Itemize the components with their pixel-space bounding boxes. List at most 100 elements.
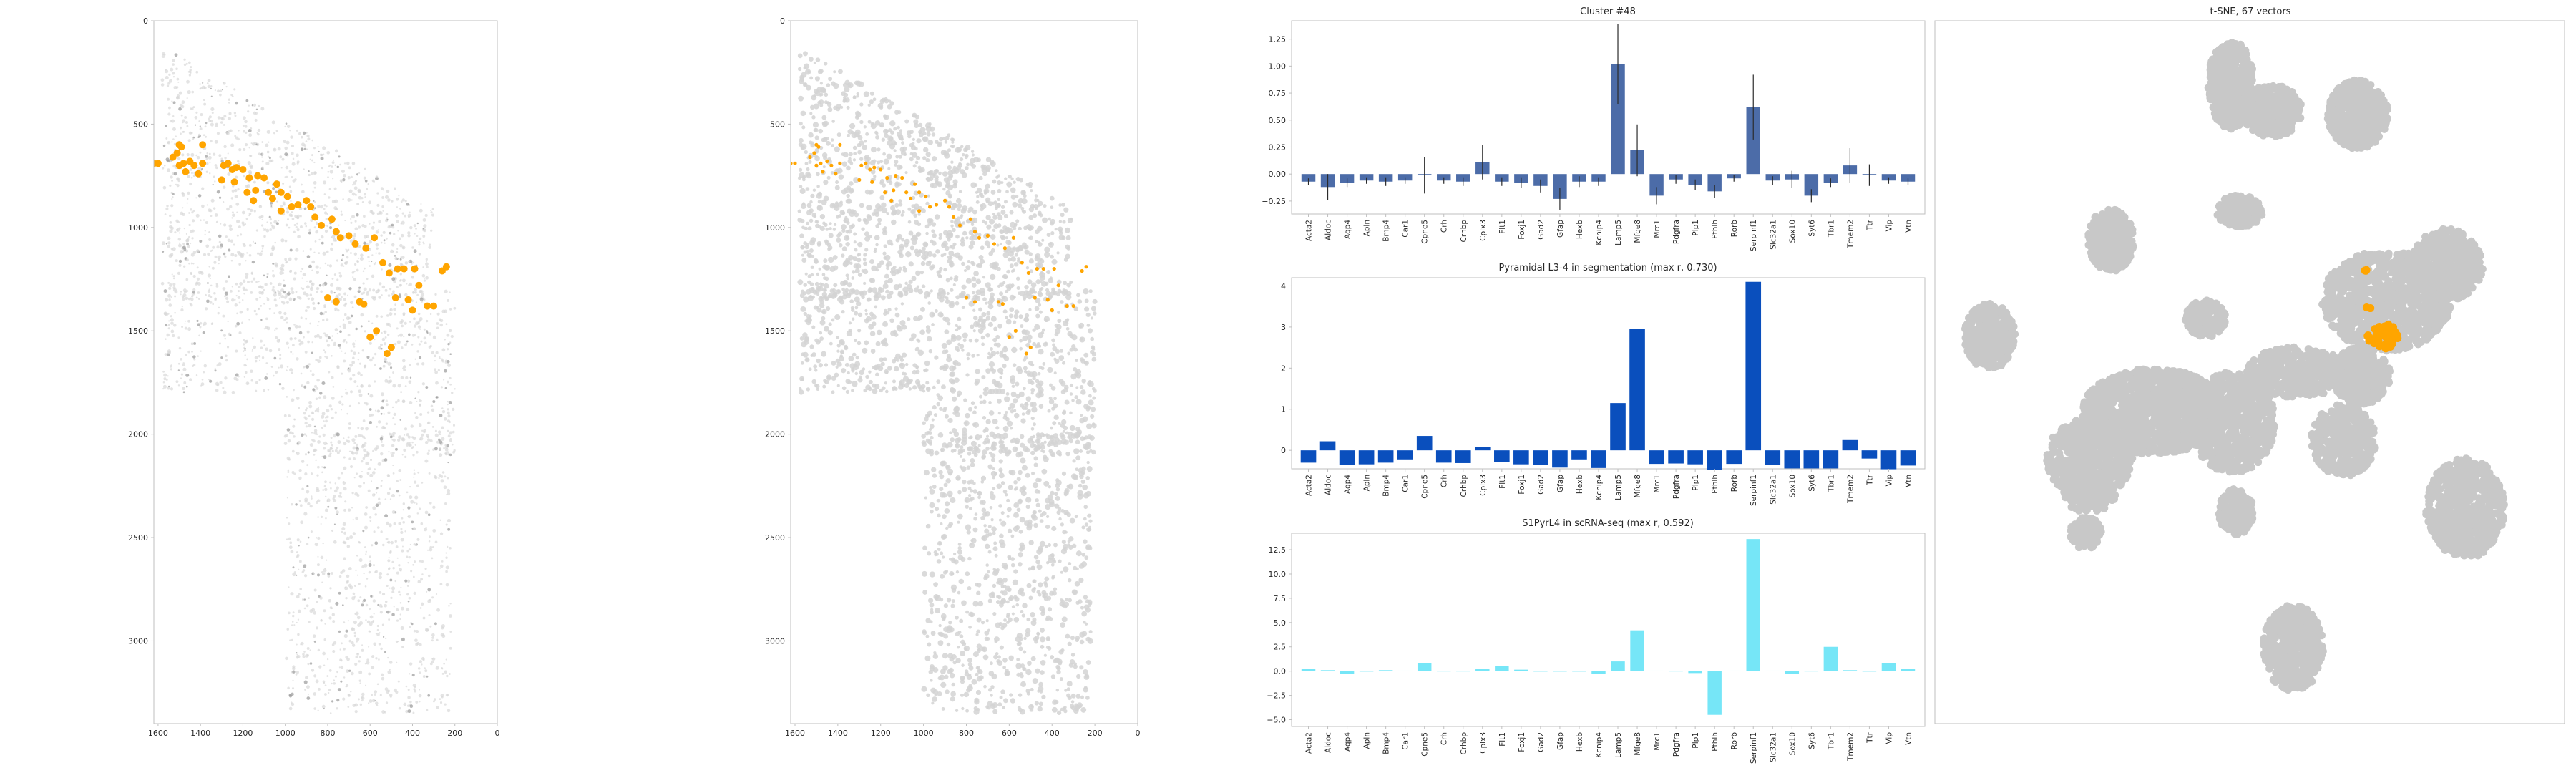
x-tick-label: 200 [1088, 729, 1103, 738]
bar [1456, 671, 1470, 672]
x-tick-label: Aldoc [1324, 220, 1333, 240]
x-tick-label: Crhbp [1460, 732, 1468, 755]
bar [1301, 174, 1316, 182]
y-tick-label: 2500 [128, 533, 148, 543]
x-tick-label: 1600 [148, 729, 168, 738]
bar [1435, 450, 1452, 463]
segmentation-point [793, 161, 797, 165]
segmentation-point [825, 159, 829, 163]
highlight-point [328, 215, 336, 223]
bar [1901, 669, 1916, 671]
x-tick-label: Cpne5 [1421, 220, 1430, 244]
highlight-point [360, 300, 368, 308]
bar [1881, 663, 1896, 671]
x-tick-label: Slc32a1 [1769, 220, 1777, 250]
bar [1437, 671, 1451, 672]
x-tick-label: Cplx3 [1479, 475, 1488, 496]
segmentation-point [883, 190, 887, 195]
x-tick-label: 0 [1136, 729, 1141, 738]
highlight-point [424, 302, 431, 310]
bar [1300, 450, 1317, 463]
highlight-point [199, 141, 207, 149]
y-tick-label: 2 [1281, 364, 1286, 373]
segmentation-point [957, 223, 962, 228]
y-tick-label: 3000 [128, 636, 148, 646]
x-tick-label: Ttr [1865, 731, 1874, 744]
x-tick-label: Hexb [1576, 220, 1584, 239]
bar [1842, 439, 1858, 451]
bar [1804, 174, 1819, 196]
segmentation-point [1065, 303, 1069, 308]
segmentation-point [1013, 329, 1018, 333]
x-tick-label: 1600 [785, 729, 805, 738]
bar [1455, 450, 1471, 463]
bar [1687, 450, 1703, 465]
bar [1765, 450, 1781, 465]
highlight-point [245, 174, 253, 182]
tsne-highlight-point [2384, 323, 2392, 331]
x-tick-label: Cplx3 [1479, 220, 1488, 241]
highlight-point [391, 294, 399, 302]
highlight-point [260, 174, 268, 182]
segmentation-point [857, 178, 862, 182]
x-tick-label: Apln [1363, 475, 1372, 491]
x-tick-label: Syt6 [1807, 475, 1816, 492]
bar [1630, 630, 1644, 671]
y-tick-label: −5.0 [1267, 716, 1286, 725]
segmentation-point [834, 172, 838, 176]
x-tick-label: Crhbp [1460, 475, 1468, 497]
segmentation-point [968, 217, 973, 221]
segmentation-point [972, 230, 977, 234]
y-tick-label: 500 [133, 120, 148, 129]
x-tick-label: Foxj1 [1518, 220, 1526, 240]
bar [1474, 447, 1491, 451]
x-tick-label: Tbr1 [1827, 732, 1835, 750]
x-tick-label: Lamp5 [1614, 220, 1623, 245]
highlight-point [332, 298, 340, 306]
x-tick-label: Car1 [1402, 220, 1410, 238]
x-tick-label: Mfge8 [1634, 732, 1642, 756]
x-tick-label: Serpinf1 [1750, 732, 1758, 764]
y-tick-label: 0.50 [1269, 116, 1287, 125]
highlight-point [373, 327, 381, 335]
y-tick-label: −2.5 [1267, 691, 1286, 701]
x-tick-label: 600 [1002, 729, 1017, 738]
tsne-highlight-point [2389, 326, 2398, 335]
tsne-highlight-point [2388, 338, 2396, 346]
bar [1746, 107, 1760, 175]
highlight-point [218, 176, 225, 184]
bar [1358, 450, 1375, 465]
x-tick-label: Vip [1885, 732, 1893, 744]
x-tick-label: 1200 [233, 729, 253, 738]
segmentation-point [812, 151, 816, 155]
highlight-point [199, 160, 207, 167]
x-tick-label: Aldoc [1324, 475, 1333, 495]
x-tick-label: 0 [495, 729, 500, 738]
highlight-point [243, 188, 251, 196]
bar [1533, 671, 1548, 672]
bar [1900, 450, 1916, 466]
segmentation-point [924, 194, 928, 199]
x-tick-label: Cpne5 [1421, 732, 1430, 757]
x-tick-label: Aqp4 [1344, 732, 1352, 752]
x-tick-label: 200 [447, 729, 462, 738]
segmentation-point [1002, 246, 1007, 251]
x-tick-label: 400 [1045, 729, 1060, 738]
y-tick-label: 1000 [765, 223, 785, 233]
highlight-point [180, 160, 187, 167]
segmentation-point [814, 163, 819, 167]
highlight-point [190, 162, 198, 170]
x-tick-label: Aldoc [1324, 732, 1333, 753]
bar [1611, 64, 1625, 175]
x-tick-label: Crh [1440, 732, 1449, 745]
highlight-point [195, 170, 203, 178]
bar [1319, 441, 1336, 451]
x-tick-label: Acta2 [1305, 732, 1314, 754]
highlight-point [294, 201, 302, 209]
chart-title: t-SNE, 67 vectors [2210, 6, 2291, 17]
x-tick-label: Gfap [1556, 732, 1565, 750]
bar [1320, 670, 1335, 671]
bar [1611, 661, 1625, 671]
x-tick-label: Serpinf1 [1750, 220, 1758, 251]
